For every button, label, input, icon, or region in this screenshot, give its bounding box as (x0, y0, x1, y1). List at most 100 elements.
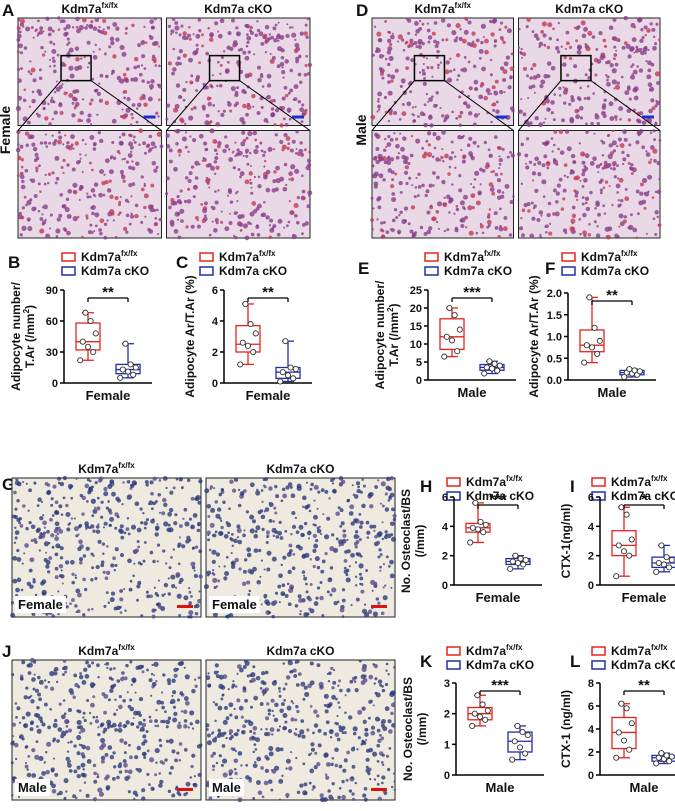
cell (207, 121, 212, 125)
cell (250, 186, 253, 189)
cell (577, 45, 582, 51)
cell (389, 476, 394, 481)
cell (318, 525, 321, 528)
cell (213, 487, 216, 490)
cell (364, 727, 369, 732)
cell (478, 57, 482, 60)
cell (197, 676, 201, 680)
data-point (618, 504, 625, 511)
cell (267, 611, 271, 615)
cell (141, 751, 147, 757)
cell (66, 43, 69, 47)
cell (183, 507, 188, 512)
legend-name: Kdm7a (581, 250, 621, 264)
cell (211, 74, 214, 77)
cell (499, 35, 504, 40)
cell (579, 105, 584, 111)
cell (91, 607, 94, 611)
cell (100, 737, 106, 744)
cell (25, 26, 31, 32)
cell (269, 58, 275, 64)
cell (21, 660, 26, 665)
cell (17, 795, 21, 799)
cell (472, 64, 477, 69)
cell (275, 746, 281, 752)
cell (77, 118, 82, 123)
legend-label: Kdm7afx/fx (81, 249, 138, 264)
cell (652, 148, 658, 154)
cell (405, 181, 409, 186)
cell (171, 749, 176, 754)
cell (56, 217, 61, 222)
cell (464, 16, 468, 21)
cell (372, 611, 378, 617)
cell (418, 26, 423, 31)
cell (106, 723, 112, 728)
cell (125, 28, 128, 31)
cell (414, 33, 418, 36)
cell (421, 68, 425, 73)
cell (252, 736, 257, 741)
cell (138, 582, 141, 586)
cell (373, 529, 376, 532)
cell (354, 781, 358, 785)
cell (615, 118, 618, 121)
cell (243, 529, 246, 532)
cell (331, 533, 335, 537)
cell (455, 116, 459, 120)
cell (236, 672, 239, 675)
cell (70, 496, 74, 500)
cell (462, 155, 466, 160)
cell (316, 507, 319, 510)
cell (398, 118, 402, 121)
cell (76, 751, 81, 756)
cell (277, 21, 280, 24)
cell (360, 674, 366, 680)
cell (112, 556, 116, 561)
cell (169, 219, 175, 225)
cell (222, 758, 228, 764)
cell (175, 572, 181, 578)
cell (18, 30, 22, 34)
cell (162, 549, 166, 553)
cell (384, 57, 388, 61)
box (439, 318, 465, 351)
legend-name: Kdm7a (466, 644, 506, 658)
data-point (655, 754, 662, 761)
cell (61, 83, 64, 86)
cell (295, 130, 299, 134)
cell (22, 98, 27, 103)
legend-label: Kdm7a cKO (466, 489, 534, 503)
cell (251, 519, 256, 524)
cell (137, 545, 141, 549)
cell (259, 687, 263, 690)
data-point (620, 548, 628, 555)
cell (25, 143, 29, 147)
cell (527, 209, 531, 213)
cell (223, 565, 226, 568)
cell (233, 758, 239, 764)
cell (273, 600, 278, 605)
cell (35, 28, 38, 32)
cell (168, 771, 172, 775)
cell (176, 195, 180, 199)
cell (129, 150, 133, 153)
cell (493, 44, 497, 48)
cell (209, 487, 212, 491)
cell (309, 661, 314, 666)
cell (570, 95, 574, 99)
cell (446, 228, 450, 232)
cell (552, 143, 556, 147)
cell (79, 157, 82, 160)
cell (460, 149, 463, 152)
cell (639, 38, 644, 43)
cell (596, 121, 600, 126)
cell (365, 738, 368, 741)
cell (102, 19, 107, 23)
data-point (583, 342, 590, 349)
cell (213, 148, 218, 152)
cell (49, 227, 52, 230)
cell (441, 38, 445, 42)
cell (81, 98, 85, 101)
cell (388, 42, 393, 47)
